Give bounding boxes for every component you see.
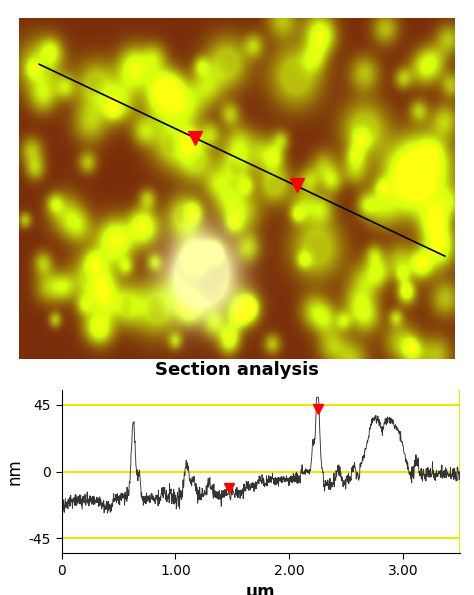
Text: Section analysis: Section analysis bbox=[155, 361, 319, 379]
Y-axis label: nm: nm bbox=[5, 458, 23, 485]
X-axis label: μm: μm bbox=[246, 583, 275, 595]
